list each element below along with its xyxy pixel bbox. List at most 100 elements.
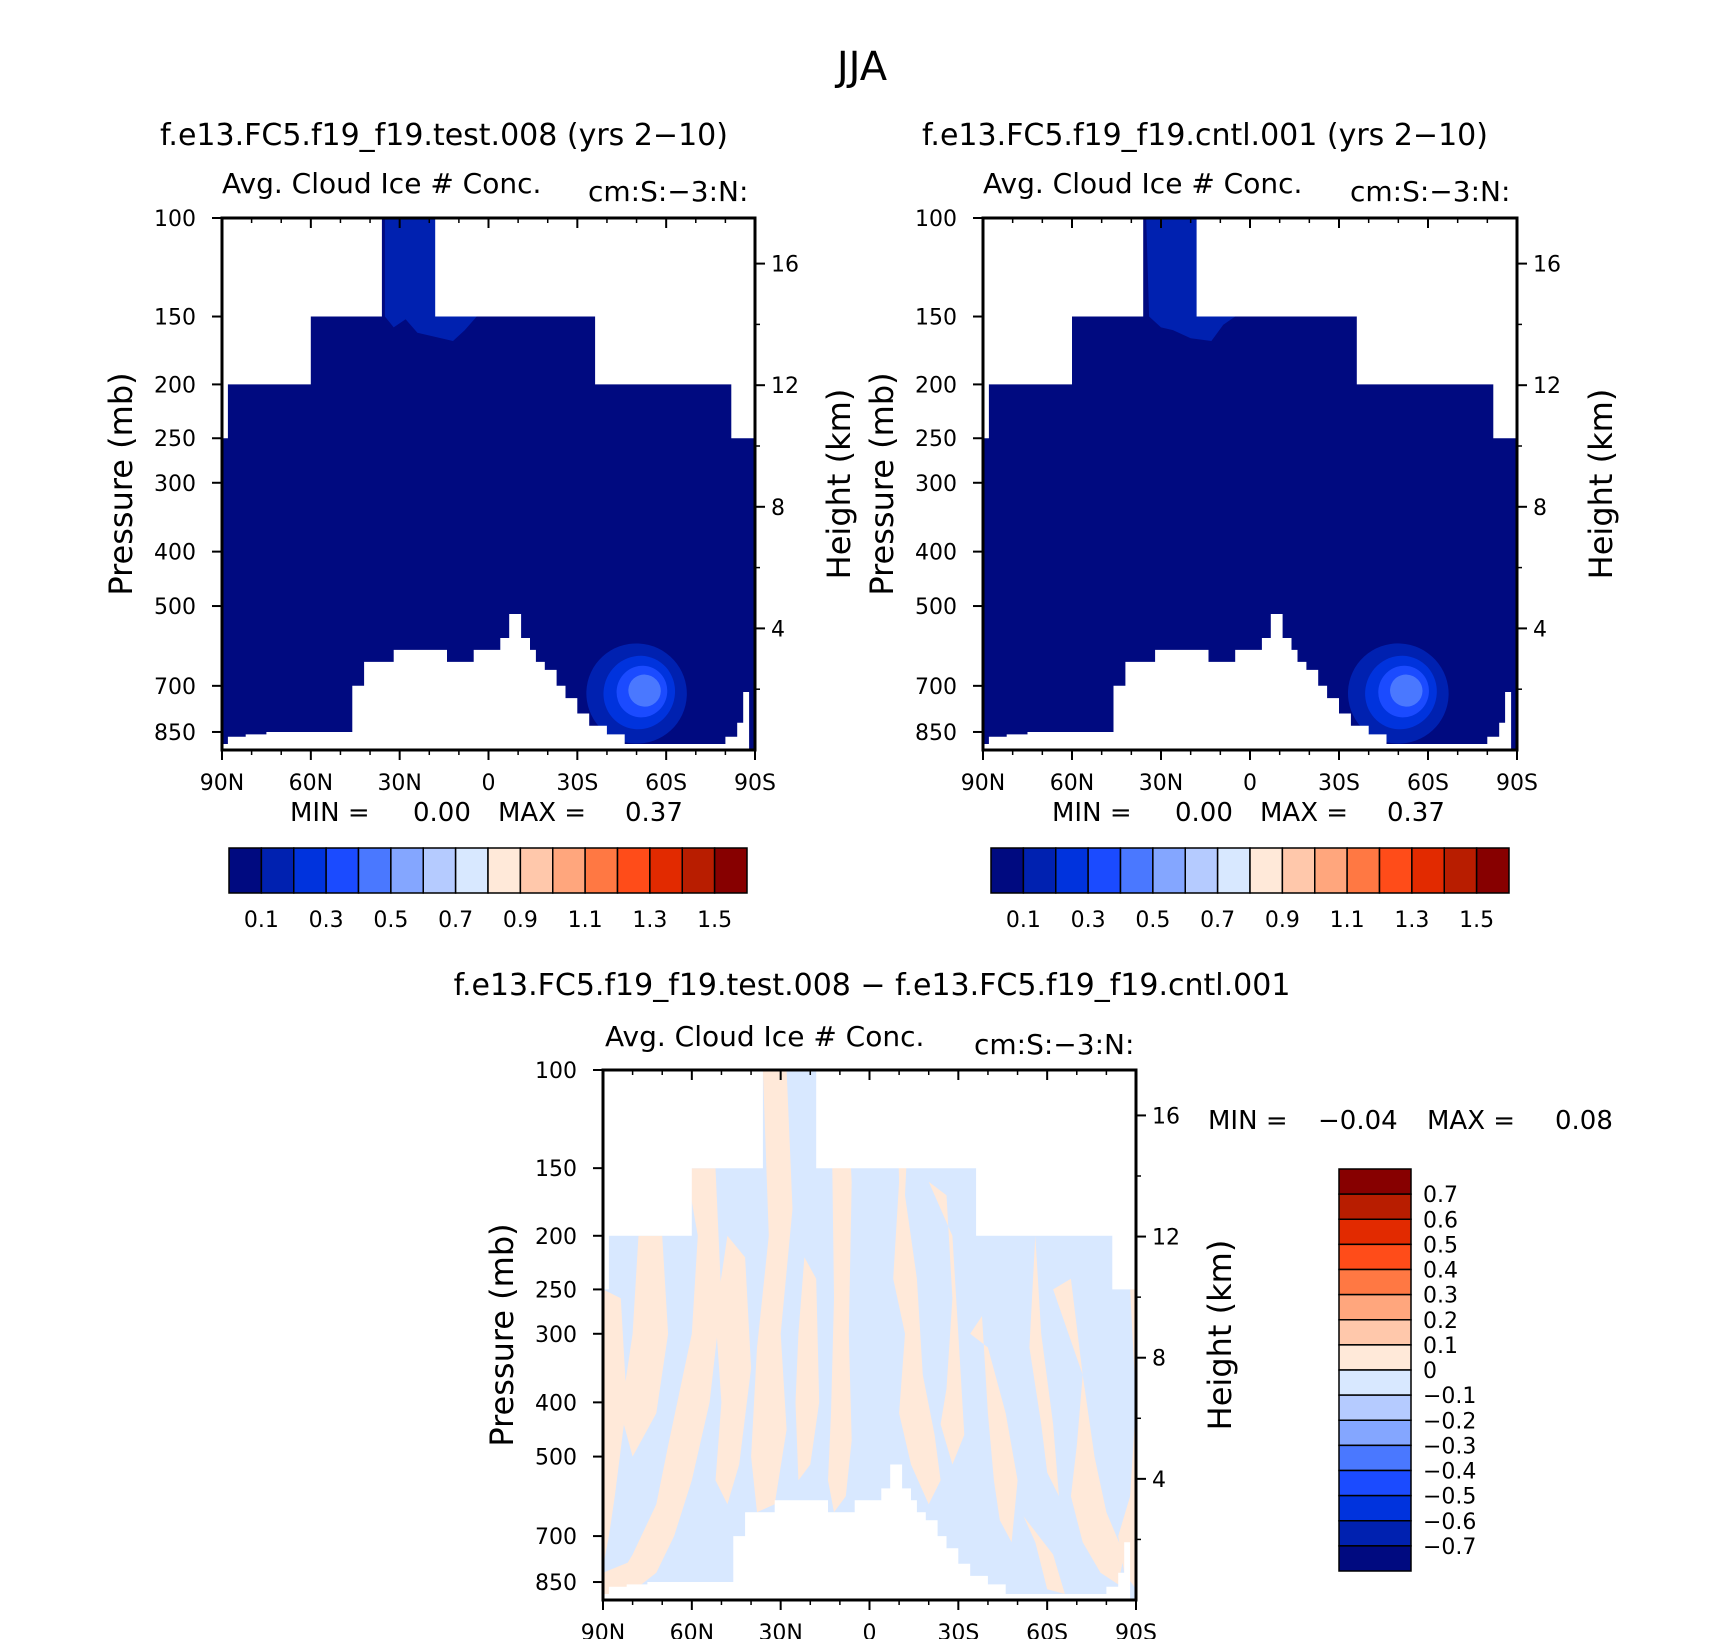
colorbar-swatch (1443, 847, 1478, 894)
positive-diff-contour (1023, 1516, 1065, 1594)
colorbar-swatch (487, 847, 522, 894)
colorbar-swatch (584, 847, 619, 894)
colorbar-label: −0.5 (1423, 1485, 1476, 1510)
colorbar-swatch (1378, 847, 1413, 894)
positive-diff-contour (1106, 1289, 1136, 1590)
panel-title: f.e13.FC5.f19_f19.test.008 − f.e13.FC5.f… (454, 968, 1291, 1003)
y-axis-tick-labels: 100 150 200 250 300 400 500 700 850 (535, 1059, 577, 1596)
colorbar-label: 0.9 (503, 908, 538, 933)
y-axis-title: Pressure (mb) (102, 372, 140, 595)
colorbar-swatch (1184, 847, 1219, 894)
y-right-tick-label: 4 (1152, 1468, 1166, 1493)
colorbar-label: 0.4 (1423, 1259, 1458, 1284)
colorbar-swatch (1022, 847, 1057, 894)
colorbar-swatch (649, 847, 683, 894)
colorbar-label: 1.3 (632, 908, 667, 933)
y-right-axis-title: Height (km) (1201, 1240, 1239, 1431)
y-tick-label: 850 (535, 1571, 577, 1596)
x-tick-label: 30N (1139, 771, 1183, 796)
colorbar-swatch (713, 847, 748, 894)
figure-title: JJA (834, 44, 888, 90)
y-tick-label: 500 (915, 595, 957, 620)
colorbar-label: 0 (1423, 1359, 1437, 1384)
colorbar-swatch (1346, 847, 1381, 894)
terrain-mask (983, 218, 1517, 750)
y-tick-label: 300 (535, 1323, 577, 1348)
colorbar-swatch (1338, 1394, 1412, 1421)
min-label: MIN = (1052, 798, 1132, 828)
terrain-mask (603, 1070, 1136, 1600)
colorbar-swatch (1338, 1268, 1412, 1296)
y-tick-label: 700 (154, 675, 196, 700)
y-axis-tick-labels: 100 150 200 250 300 400 500 700 850 (915, 207, 957, 746)
colorbar-label: 1.3 (1394, 908, 1429, 933)
colorbar-label: 1.1 (568, 908, 603, 933)
colorbar-label: −0.1 (1423, 1384, 1476, 1409)
x-tick-label: 90N (200, 771, 244, 796)
colorbar: 0.1 0.3 0.5 0.7 0.9 1.1 1.3 1.5 (228, 847, 748, 933)
colorbar: 0.70.60.50.40.30.20.10−0.1−0.2−0.3−0.4−0… (1338, 1168, 1476, 1572)
colorbar-label: 0.7 (1200, 908, 1235, 933)
y-tick-label: 100 (154, 207, 196, 232)
y-right-tick-label: 16 (1152, 1104, 1180, 1129)
ice-max-contour-level-4 (1390, 674, 1423, 707)
colorbar-label: −0.7 (1423, 1535, 1476, 1560)
ice-max-contour-level-4 (628, 674, 661, 707)
x-axis-tick-labels: 90N 60N 30N 0 30S 60S 90S (200, 771, 776, 796)
y-right-axis-tick-labels: 16 12 8 4 (1533, 253, 1561, 643)
colorbar-swatch (1338, 1243, 1412, 1271)
max-value: 0.08 (1555, 1106, 1613, 1136)
colorbar-swatch (1411, 847, 1445, 894)
colorbar-swatch (552, 847, 586, 894)
colorbar-swatch (681, 847, 716, 894)
colorbar-swatch (616, 847, 651, 894)
y-tick-label: 400 (535, 1391, 577, 1416)
colorbar-swatch (1338, 1369, 1412, 1396)
terrain-mask (222, 218, 755, 750)
colorbar-swatch (1338, 1168, 1412, 1195)
panel-diff: f.e13.FC5.f19_f19.test.008 − f.e13.FC5.f… (454, 968, 1613, 1639)
colorbar-swatch (1055, 847, 1089, 894)
min-value: 0.00 (1175, 798, 1233, 828)
y-right-tick-label: 16 (1533, 253, 1561, 278)
colorbar-label: 0.3 (309, 908, 344, 933)
colorbar-label: 0.1 (1423, 1334, 1458, 1359)
colorbar-swatch (260, 847, 295, 894)
colorbar-swatch (1338, 1469, 1412, 1497)
colorbar-swatch (1338, 1545, 1412, 1572)
y-right-tick-label: 8 (771, 496, 785, 521)
colorbar-swatch (454, 847, 489, 894)
y-tick-label: 500 (535, 1446, 577, 1471)
positive-diff-contour (603, 1289, 627, 1567)
min-max-stats: MIN = 0.00 MAX = 0.37 (1052, 798, 1445, 828)
positive-diff-contour (878, 1070, 941, 1505)
x-tick-label: 30S (1318, 771, 1360, 796)
colorbar-label: −0.2 (1423, 1409, 1476, 1434)
x-tick-label: 60S (645, 771, 687, 796)
axis-ticks (973, 217, 1527, 760)
colorbar-label: −0.6 (1423, 1510, 1476, 1535)
panel-subtitle-right: cm:S:−3:N: (1350, 175, 1510, 208)
colorbar-label: −0.3 (1423, 1434, 1476, 1459)
x-tick-label: 90N (961, 771, 1005, 796)
y-right-tick-label: 16 (771, 253, 799, 278)
x-tick-label: 60N (289, 771, 333, 796)
y-right-axis-tick-labels: 16 12 8 4 (1152, 1104, 1180, 1492)
colorbar-swatch (1249, 847, 1284, 894)
colorbar-swatch (1314, 847, 1348, 894)
y-right-tick-label: 4 (1533, 617, 1547, 642)
y-right-axis-title: Height (km) (1582, 389, 1620, 580)
colorbar-swatch (293, 847, 327, 894)
x-tick-label: 0 (863, 1621, 877, 1639)
colorbar-swatch (390, 847, 424, 894)
panel-subtitle-left: Avg. Cloud Ice # Conc. (222, 167, 541, 200)
y-right-tick-label: 4 (771, 617, 785, 642)
y-tick-label: 200 (535, 1225, 577, 1250)
mask-upper-north (983, 218, 1144, 439)
mask-surface (603, 1464, 1136, 1600)
colorbar-swatch (1152, 847, 1186, 894)
min-value: −0.04 (1318, 1106, 1398, 1136)
positive-diff-contour (795, 1257, 820, 1481)
colorbar-swatch (1281, 847, 1316, 894)
y-tick-label: 700 (535, 1525, 577, 1550)
